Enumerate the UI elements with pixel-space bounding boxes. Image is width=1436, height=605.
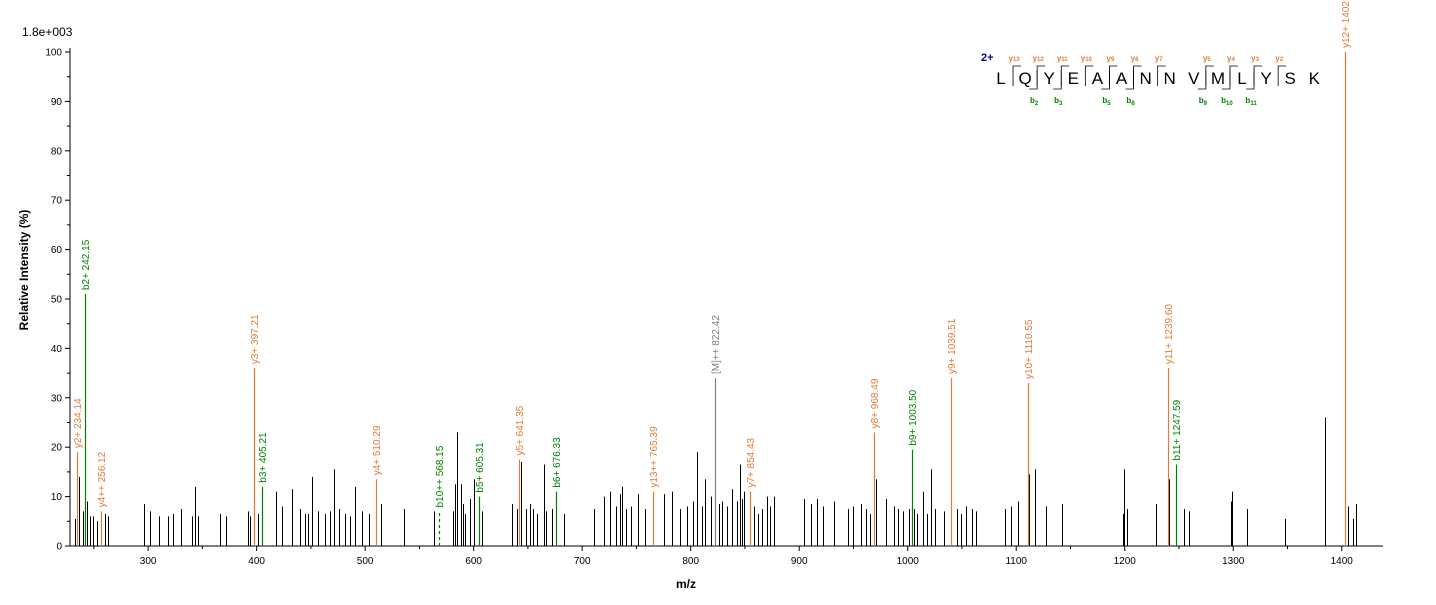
y-tick-label: 10 xyxy=(51,492,63,503)
x-tick-label: 600 xyxy=(465,556,482,567)
x-tick-label: 400 xyxy=(248,556,265,567)
y-ion-label: y12 xyxy=(1033,54,1045,63)
peak-label: y3+ 397.21 xyxy=(250,314,261,364)
x-tick-label: 1200 xyxy=(1114,556,1137,567)
x-tick-label: 800 xyxy=(682,556,699,567)
x-tick-label: 300 xyxy=(140,556,157,567)
b-ion-bracket xyxy=(1221,70,1231,90)
x-tick-label: 1000 xyxy=(897,556,920,567)
y-ion-label: y5 xyxy=(1203,54,1211,63)
peak-label: b6+ 676.33 xyxy=(552,437,563,488)
y-tick-label: 90 xyxy=(51,97,63,108)
sequence-residue: Y xyxy=(1260,69,1271,88)
y-ion-label: y4 xyxy=(1227,54,1235,63)
sequence-residue: N xyxy=(1139,69,1151,88)
sequence-residue: E xyxy=(1068,69,1079,88)
peaks xyxy=(75,52,1357,546)
sequence-residue: S xyxy=(1285,69,1296,88)
y-ion-label: y3 xyxy=(1251,54,1259,63)
y-ion-label: y8 xyxy=(1131,54,1139,63)
sequence-residue: V xyxy=(1188,69,1200,88)
peak-label: y5+ 641.35 xyxy=(515,405,526,455)
x-tick-label: 500 xyxy=(357,556,374,567)
x-tick-label: 700 xyxy=(574,556,591,567)
x-axis-title: m/z xyxy=(676,577,696,591)
peak-label: y11+ 1239.60 xyxy=(1164,304,1175,365)
y-tick-label: 50 xyxy=(51,295,63,306)
sequence-residue: A xyxy=(1092,69,1104,88)
peak-label: b2+ 242.15 xyxy=(81,239,92,290)
b-ion-bracket xyxy=(1246,70,1255,90)
sequence-residue: L xyxy=(1237,69,1246,88)
peak-label: b10++ 568.15 xyxy=(435,445,446,507)
peak-label: y4++ 256.12 xyxy=(97,451,108,507)
b-ion-label: b2 xyxy=(1030,96,1039,107)
y-tick-label: 100 xyxy=(45,48,62,59)
peak-labels: y2+ 234.14 b2+ 242.15 y4++ 256.12 y3+ 397.2… xyxy=(73,0,1352,507)
peak-label: y9+ 1039.51 xyxy=(947,318,958,374)
x-tick-label: 1400 xyxy=(1331,556,1354,567)
y-tick-label: 70 xyxy=(51,196,63,207)
b-ion-bracket xyxy=(1197,70,1207,90)
sequence-residue: A xyxy=(1116,69,1128,88)
x-tick-label: 900 xyxy=(791,556,808,567)
peak-label: y10+ 1110.55 xyxy=(1024,319,1035,379)
sequence-residue: Q xyxy=(1018,69,1031,88)
peak-label: y8+ 968.49 xyxy=(870,378,881,428)
peak-label: y13++ 765.39 xyxy=(649,426,660,488)
peak-label: y2+ 234.14 xyxy=(73,398,84,448)
y-tick-label: 20 xyxy=(51,443,63,454)
b-ion-label: b10 xyxy=(1221,96,1233,107)
peak-label: y12+ 1402.66 xyxy=(1341,0,1352,48)
sequence-residue: K xyxy=(1309,69,1321,88)
y-tick-label: 0 xyxy=(56,542,62,553)
x-tick-label: 1300 xyxy=(1222,556,1245,567)
y-ion-bracket xyxy=(1157,65,1166,86)
y-ion-bracket xyxy=(1084,65,1094,86)
y-ion-bracket xyxy=(1012,65,1022,86)
peak-label: b11+ 1247.59 xyxy=(1172,399,1183,460)
y-ion-label: y7 xyxy=(1155,54,1163,63)
peak-label: [M]++ 822.42 xyxy=(711,315,722,374)
b-ion-label: b9 xyxy=(1199,96,1208,107)
y-ion-label: y9 xyxy=(1107,54,1115,63)
sequence-residue: M xyxy=(1211,69,1225,88)
b-ion-bracket xyxy=(1029,70,1038,90)
peak-label: b3+ 405.21 xyxy=(258,432,269,483)
b-ion-bracket xyxy=(1101,70,1110,90)
y-ion-label: y10 xyxy=(1081,54,1093,63)
y-axis-title: Relative Intensity (%) xyxy=(17,210,31,331)
y-ion-bracket xyxy=(1277,65,1287,86)
b-ion-label: b5 xyxy=(1102,96,1111,107)
charge-state-label: 2+ xyxy=(981,52,994,64)
peak-label: y4+ 510.29 xyxy=(372,425,383,475)
y-ion-label: y2 xyxy=(1275,54,1283,63)
sequence-residue: N xyxy=(1164,69,1176,88)
y-ion-label: y11 xyxy=(1057,54,1068,63)
y-ion-label: y13 xyxy=(1008,54,1020,63)
b-ion-label: b6 xyxy=(1126,96,1135,107)
axes: 0 10 20 30 40 50 60 70 80 90 100 300 400 500 600 700 800… xyxy=(45,48,1383,567)
peak-label: b9+ 1003.50 xyxy=(908,389,919,445)
peak-label: b5+ 605.31 xyxy=(475,442,486,493)
y-tick-label: 80 xyxy=(51,146,63,157)
peak-label: y7+ 854.43 xyxy=(746,437,757,487)
y-tick-label: 30 xyxy=(51,393,63,404)
b-ion-bracket xyxy=(1125,70,1134,90)
x-tick-label: 1100 xyxy=(1005,556,1027,567)
y-tick-label: 40 xyxy=(51,344,63,355)
intensity-scale-label: 1.8e+003 xyxy=(22,25,73,39)
sequence-residue: L xyxy=(996,69,1005,88)
sequence-residue: Y xyxy=(1044,69,1055,88)
y-tick-label: 60 xyxy=(51,245,63,256)
b-ion-label: b11 xyxy=(1245,96,1257,107)
b-ion-label: b3 xyxy=(1054,96,1063,107)
b-ion-bracket xyxy=(1053,70,1062,90)
